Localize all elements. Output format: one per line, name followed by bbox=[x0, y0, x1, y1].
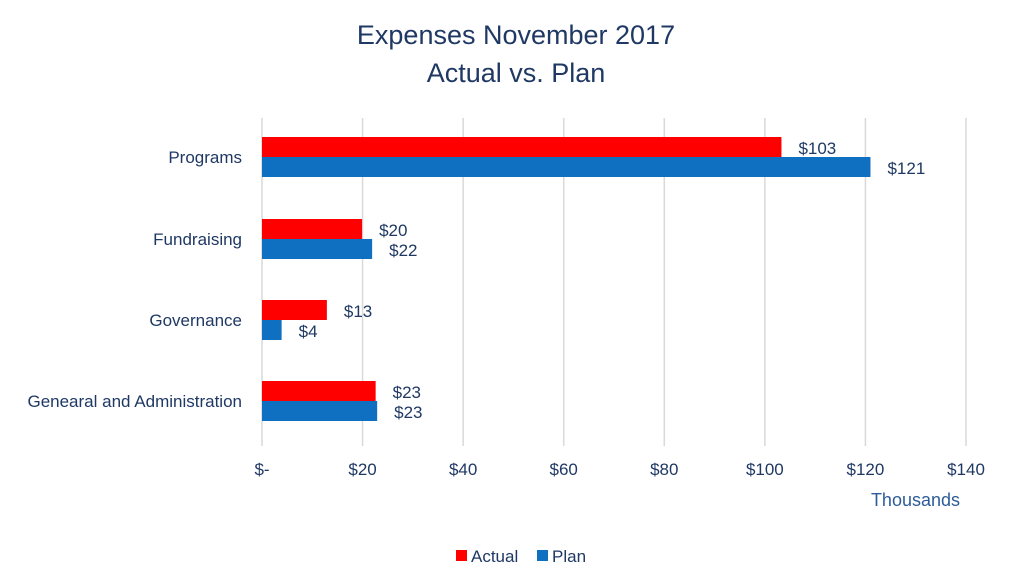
category-label: Programs bbox=[168, 148, 242, 167]
legend-label-actual: Actual bbox=[471, 547, 518, 566]
legend: Actual Plan bbox=[456, 547, 586, 566]
x-tick-label: $140 bbox=[947, 460, 985, 479]
x-tick-label: $100 bbox=[746, 460, 784, 479]
x-tick-label: $20 bbox=[348, 460, 376, 479]
x-tick-label: $40 bbox=[449, 460, 477, 479]
bar-actual bbox=[262, 381, 376, 401]
data-label-plan: $4 bbox=[299, 322, 318, 341]
data-label-actual: $13 bbox=[344, 302, 372, 321]
x-tick-labels: $- $20 $40 $60 $80 $100 $120 $140 bbox=[254, 460, 984, 479]
legend-swatch-actual bbox=[456, 550, 467, 561]
bar-actual bbox=[262, 137, 782, 157]
x-tick-label: $- bbox=[254, 460, 269, 479]
category-labels: Programs Fundraising Governance Genearal an… bbox=[27, 148, 242, 411]
category-label: Fundraising bbox=[153, 230, 242, 249]
data-label-plan: $23 bbox=[394, 403, 422, 422]
category-label: Governance bbox=[149, 311, 242, 330]
bars bbox=[262, 137, 871, 421]
data-label-actual: $23 bbox=[393, 383, 421, 402]
data-label-actual: $20 bbox=[379, 221, 407, 240]
chart-title: Expenses November 2017 Actual vs. Plan bbox=[357, 20, 675, 88]
data-label-actual: $103 bbox=[798, 139, 836, 158]
x-tick-label: $80 bbox=[650, 460, 678, 479]
chart-title-line-1: Expenses November 2017 bbox=[357, 20, 675, 50]
data-label-plan: $121 bbox=[887, 159, 925, 178]
category-label: Genearal and Administration bbox=[27, 392, 242, 411]
bar-plan bbox=[262, 239, 373, 259]
data-labels: $103 $121 $20$22 $13 $4 $23$23 bbox=[299, 139, 926, 422]
legend-label-plan: Plan bbox=[552, 547, 586, 566]
bar-plan bbox=[262, 157, 871, 177]
x-tick-label: $60 bbox=[550, 460, 578, 479]
chart-title-line-2: Actual vs. Plan bbox=[427, 58, 606, 88]
bar-plan bbox=[262, 401, 378, 421]
x-tick-label: $120 bbox=[847, 460, 885, 479]
data-label-plan: $22 bbox=[389, 241, 417, 260]
x-axis-unit-label: Thousands bbox=[871, 490, 960, 510]
legend-swatch-plan bbox=[537, 550, 548, 561]
bar-plan bbox=[262, 320, 282, 340]
bar-actual bbox=[262, 219, 363, 239]
bar-actual bbox=[262, 300, 327, 320]
